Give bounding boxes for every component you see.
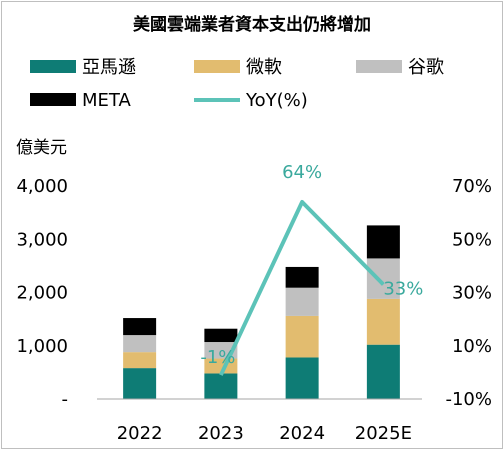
legend: 亞馬遜 微軟 谷歌 META YoY(%) <box>30 57 444 111</box>
y-tick-label: 1,000 <box>16 336 68 357</box>
bar-2022-2 <box>123 335 157 353</box>
legend-swatch-2 <box>356 60 402 73</box>
bar-2023-0 <box>204 373 238 399</box>
legend-label-2: 谷歌 <box>408 57 444 78</box>
legend-label-yoy: YoY(%) <box>245 90 308 111</box>
bar-2025E-1 <box>366 298 400 345</box>
x-tick-label: 2024 <box>279 423 325 444</box>
legend-swatch-3 <box>30 93 76 106</box>
y2-tick-label: 70% <box>452 176 492 197</box>
yoy-data-label: 64% <box>282 162 322 183</box>
legend-label-3: META <box>82 90 132 111</box>
legend-swatch-0 <box>30 60 76 73</box>
bar-2024-3 <box>285 266 319 288</box>
x-tick-label: 2023 <box>198 423 244 444</box>
bar-2022-0 <box>123 368 157 399</box>
bars <box>123 225 400 399</box>
y-tick-label: 4,000 <box>16 176 68 197</box>
bar-2024-2 <box>285 287 319 316</box>
legend-label-0: 亞馬遜 <box>82 57 136 78</box>
yoy-line-group: -1% 64% 33% <box>200 162 423 376</box>
y2-axis-ticks: -10% 10% 30% 50% 70% <box>445 176 492 410</box>
bar-2023-1 <box>204 358 238 374</box>
bar-2024-1 <box>285 315 319 358</box>
bar-2025E-0 <box>366 344 400 399</box>
legend-swatch-1 <box>194 60 240 73</box>
chart-title: 美國雲端業者資本支出仍將增加 <box>133 14 371 35</box>
bar-2025E-3 <box>366 225 400 259</box>
bar-2023-3 <box>204 328 238 343</box>
bar-2022-3 <box>123 318 157 336</box>
y-axis-unit-label: 億美元 <box>16 138 67 158</box>
legend-label-1: 微軟 <box>246 57 282 78</box>
y-axis-ticks: - 1,000 2,000 3,000 4,000 <box>16 176 68 410</box>
bar-2024-0 <box>285 357 319 399</box>
bar-2022-1 <box>123 352 157 369</box>
x-tick-label: 2022 <box>117 423 163 444</box>
yoy-data-label: 33% <box>383 279 423 300</box>
y-tick-label: 3,000 <box>16 229 68 250</box>
y2-tick-label: 50% <box>452 229 492 250</box>
yoy-data-label: -1% <box>200 347 235 368</box>
y-tick-label: 2,000 <box>16 283 68 304</box>
yoy-line <box>219 199 385 376</box>
bar-2025E-2 <box>366 258 400 299</box>
y2-tick-label: 30% <box>452 283 492 304</box>
y2-tick-label: -10% <box>445 389 492 410</box>
x-tick-label: 2025E <box>355 423 412 444</box>
y2-tick-label: 10% <box>452 336 492 357</box>
y-tick-label: - <box>62 389 69 410</box>
x-axis-ticks: 2022 2023 2024 2025E <box>117 423 412 444</box>
